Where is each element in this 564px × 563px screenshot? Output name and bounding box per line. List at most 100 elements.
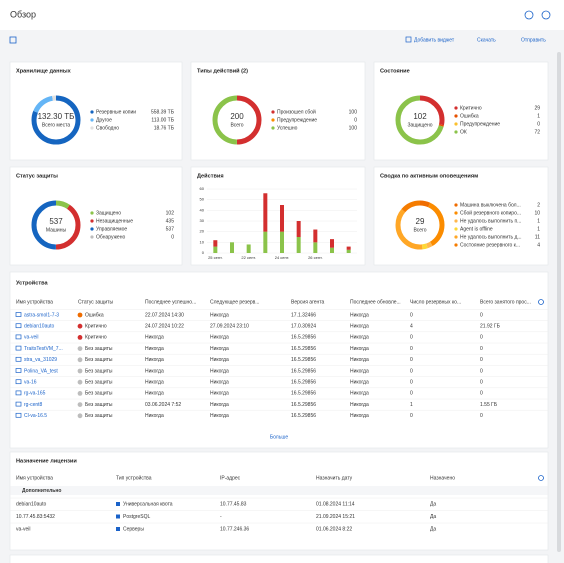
x-tick-label: 26 сент. <box>308 255 323 260</box>
bar-segment <box>280 205 284 232</box>
legend-label: Произошел сбой <box>277 108 316 115</box>
table-cell: 0 <box>410 380 413 386</box>
legend-label: Состояние резервного к... <box>460 242 520 248</box>
send-button[interactable]: Отправить <box>521 37 546 43</box>
device-link[interactable]: astra-smol1-7-3 <box>24 312 59 318</box>
table-cell: Никогда <box>350 357 369 363</box>
widget-card <box>373 61 549 161</box>
legend-value: 72 <box>534 129 540 135</box>
legend-dot <box>90 235 94 239</box>
legend-label: Предупреждение <box>277 117 317 123</box>
device-icon <box>15 345 22 351</box>
table-cell: Никогда <box>210 346 229 352</box>
device-link[interactable]: va-16 <box>24 380 37 386</box>
table-cell: 1.55 ГБ <box>480 402 498 408</box>
table-cell: debian10auto <box>16 501 47 507</box>
donut-center-value: 132.30 ТБ <box>38 112 75 121</box>
device-icon <box>15 379 22 385</box>
device-link[interactable]: rg-cent8 <box>24 402 43 408</box>
filter-icon[interactable] <box>9 36 17 44</box>
table-title: Назначение лицензии <box>16 458 77 464</box>
more-link[interactable]: Больше <box>270 434 288 440</box>
legend-value: 11 <box>535 234 540 240</box>
widget-card <box>373 166 549 266</box>
column-header: Последнее успешно... <box>145 299 196 305</box>
status-icon <box>77 391 83 396</box>
legend-label: Предупреждение <box>460 121 500 127</box>
table-cell: 0 <box>480 357 483 363</box>
add-widget-button[interactable]: Добавить виджет <box>414 37 455 43</box>
donut-segment <box>31 95 81 145</box>
help-icon[interactable] <box>524 10 534 20</box>
bar-segment <box>296 221 301 237</box>
legend-label: Управляемое <box>96 226 127 232</box>
legend-dot <box>271 110 275 114</box>
table-cell: 4 <box>410 324 413 330</box>
legend-dot <box>90 110 94 114</box>
table-cell: Да <box>430 526 436 532</box>
bar-segment <box>213 240 218 247</box>
donut-center-label: Машины <box>46 227 67 233</box>
legend-label: Agent is offline <box>460 226 493 232</box>
legend-dot <box>271 118 275 122</box>
device-link[interactable]: Polina_VA_test <box>24 368 58 374</box>
legend-label: Другое <box>96 117 112 123</box>
device-link[interactable]: va-veil <box>24 335 38 341</box>
table-cell: Ошибка <box>85 312 104 318</box>
settings-icon[interactable] <box>538 475 544 481</box>
widget-title: Состояние <box>380 68 410 74</box>
legend-value: 29 <box>534 105 540 111</box>
column-header: Имя устройства <box>16 474 53 481</box>
device-link[interactable]: stra_va_31029 <box>24 357 57 363</box>
table-cell: 16.5.29856 <box>291 402 316 408</box>
table-cell: 17.1.32466 <box>291 312 316 318</box>
user-icon[interactable] <box>541 10 551 20</box>
table-cell: 0 <box>480 380 483 386</box>
table-cell: 16.5.29856 <box>291 380 316 386</box>
device-link[interactable]: Cl-va-16.5 <box>24 413 47 419</box>
settings-icon[interactable] <box>538 299 544 305</box>
table-cell: Без защиты <box>85 346 113 352</box>
scrollbar[interactable] <box>557 52 561 552</box>
device-icon <box>15 312 22 317</box>
legend-value: 1 <box>537 218 540 224</box>
donut-center-value: 200 <box>230 112 244 121</box>
legend-label: Машина выключена бол... <box>460 202 521 208</box>
device-icon <box>15 401 22 407</box>
table-cell: 0 <box>410 335 413 341</box>
legend-dot <box>90 219 94 223</box>
type-icon <box>116 514 120 519</box>
column-header: Следующее резерв... <box>210 299 259 305</box>
licenses-card <box>9 451 549 551</box>
donut-center-label: Всего <box>230 122 243 128</box>
legend-value: 435 <box>166 218 175 224</box>
table-cell: - <box>220 514 222 520</box>
legend-value: 2 <box>537 202 540 208</box>
x-tick-label: 25 сент. <box>208 255 223 260</box>
download-button[interactable]: Скачать <box>477 37 496 43</box>
type-icon <box>116 502 120 506</box>
bar-segment <box>230 242 234 253</box>
legend-value: 10 <box>534 210 540 216</box>
donut-center-label: Защищено <box>407 122 432 128</box>
column-header: Назначить дату <box>316 475 353 481</box>
group-row <box>10 486 548 495</box>
legend-label: Защищено <box>96 210 121 216</box>
legend-value: 1 <box>537 226 540 232</box>
device-link[interactable]: rg-va-165 <box>24 391 46 397</box>
bar-segment <box>213 246 218 253</box>
legend-dot <box>454 114 458 118</box>
bar-segment <box>313 229 318 243</box>
device-link[interactable]: debian10auto <box>24 324 55 330</box>
device-icon <box>15 368 22 373</box>
device-link[interactable]: TraitsTestVM_7... <box>24 346 63 352</box>
status-icon <box>77 357 83 363</box>
column-header: Назначено <box>430 475 455 481</box>
legend-value: 102 <box>166 210 175 216</box>
table-cell: Никогда <box>145 357 164 363</box>
table-cell: Никогда <box>350 335 369 341</box>
table-cell: 03.06.2024 7:52 <box>145 402 181 408</box>
table-cell: Серверы <box>123 526 144 532</box>
table-cell: 10.77.45.83:5432 <box>16 514 55 520</box>
bar-segment <box>313 242 318 253</box>
